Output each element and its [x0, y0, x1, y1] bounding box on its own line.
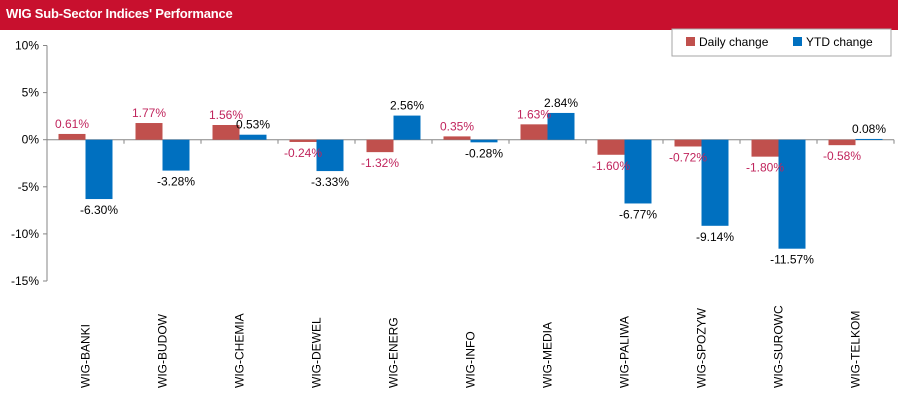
data-labels-layer: 0.61% -6.30% 1.77% -3.28% 1.56%0.53% -0.24% -3…	[55, 96, 886, 267]
legend-swatch-daily	[686, 37, 695, 46]
bar-ytd-change	[701, 139, 729, 226]
bar-daily-change	[520, 124, 548, 140]
y-tick-label: 5%	[22, 86, 40, 100]
bar-ytd-change	[85, 139, 113, 200]
x-category-label: WIG-SPOZYW	[695, 307, 709, 388]
data-label-ytd: -11.57%	[770, 253, 814, 267]
data-label-ytd: -9.14%	[696, 230, 734, 244]
bar-ytd-change	[162, 139, 190, 171]
legend-box	[671, 28, 892, 57]
x-category-label: WIG-CHEMIA	[233, 313, 247, 388]
data-label-ytd: -0.28%	[465, 146, 503, 160]
bar-daily-change	[289, 139, 317, 142]
data-label-ytd: -3.33%	[311, 175, 349, 189]
data-label-daily: -0.24%	[284, 146, 322, 160]
data-label-ytd: -6.77%	[619, 207, 657, 221]
chart-title: WIG Sub-Sector Indices' Performance	[6, 6, 233, 21]
bar-daily-change	[212, 125, 240, 140]
data-label-ytd: 0.08%	[852, 122, 886, 136]
x-category-label: WIG-SUROWC	[772, 305, 786, 388]
x-category-label: WIG-PALIWA	[618, 316, 632, 388]
data-label-daily: 1.63%	[517, 107, 551, 121]
y-tick-label: -10%	[11, 227, 39, 241]
data-label-daily: 0.61%	[55, 117, 89, 131]
legend-label-ytd: YTD change	[806, 35, 873, 49]
x-category-label: WIG-BUDOW	[156, 313, 170, 388]
data-label-daily: -1.32%	[361, 156, 399, 170]
bar-daily-change	[674, 139, 702, 147]
data-label-ytd: 2.84%	[544, 96, 578, 110]
chart-title-bar: WIG Sub-Sector Indices' Performance	[0, 0, 898, 30]
y-tick-label: -5%	[18, 180, 40, 194]
data-label-daily: -0.58%	[823, 149, 861, 163]
legend: Daily change YTD change	[671, 28, 892, 57]
bar-ytd-change	[393, 115, 421, 140]
data-label-daily: 1.77%	[132, 106, 166, 120]
bar-daily-change	[597, 139, 625, 155]
data-label-daily: 0.35%	[440, 119, 474, 133]
x-category-label: WIG-INFO	[464, 331, 478, 388]
data-label-daily: -1.60%	[592, 159, 630, 173]
bar-daily-change	[828, 139, 856, 146]
bar-ytd-change	[778, 139, 806, 249]
x-category-label: WIG-MEDIA	[541, 322, 555, 388]
bars-layer	[58, 112, 883, 249]
bar-ytd-change	[855, 138, 883, 140]
bar-daily-change	[366, 139, 394, 153]
bar-ytd-change	[470, 139, 498, 143]
data-label-ytd: 0.53%	[236, 118, 270, 132]
x-category-label: WIG-TELKOM	[849, 311, 863, 388]
legend-swatch-ytd	[793, 37, 802, 46]
data-label-daily: 1.56%	[209, 108, 243, 122]
x-category-label: WIG-ENERG	[387, 317, 401, 388]
bar-ytd-change	[547, 112, 575, 140]
axis-layer: 10% 5% 0% -5% -10% -15% WIG-BANKI WIG-BUDOW WIG-…	[11, 39, 895, 388]
data-label-ytd: 2.56%	[390, 99, 424, 113]
x-category-label: WIG-DEWEL	[310, 317, 324, 388]
bar-ytd-change	[316, 139, 344, 172]
bar-ytd-change	[239, 134, 267, 140]
bar-daily-change	[443, 136, 471, 140]
bar-daily-change	[135, 123, 163, 140]
data-label-daily: -0.72%	[669, 150, 707, 164]
y-tick-label: 0%	[22, 133, 40, 147]
y-tick-label: 10%	[15, 39, 39, 53]
bar-daily-change	[751, 139, 779, 157]
legend-label-daily: Daily change	[699, 35, 769, 49]
data-label-ytd: -3.28%	[157, 175, 195, 189]
x-category-label: WIG-BANKI	[79, 324, 93, 388]
bar-daily-change	[58, 133, 86, 140]
y-tick-label: -15%	[11, 274, 39, 288]
data-label-daily: -1.80%	[746, 161, 784, 175]
data-label-ytd: -6.30%	[80, 203, 118, 217]
bar-ytd-change	[624, 139, 652, 204]
